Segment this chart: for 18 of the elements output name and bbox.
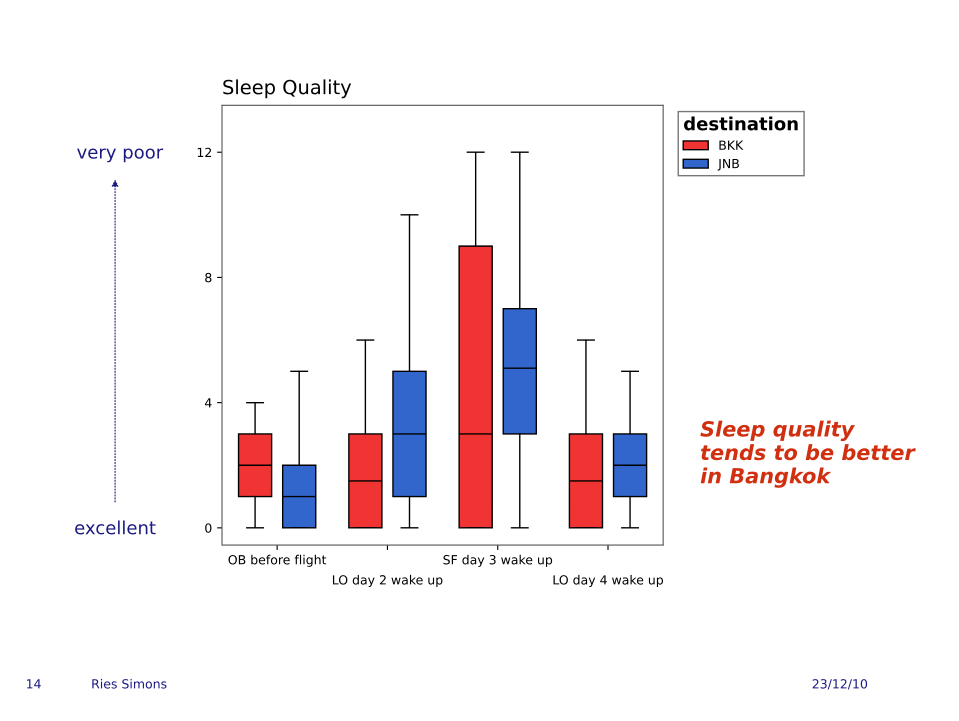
x-tick-label: LO day 2 wake up (332, 574, 442, 588)
x-tick-label: SF day 3 wake up (443, 554, 552, 567)
y-tick-label: 0 (205, 523, 212, 533)
y-tick-label: 12 (198, 148, 212, 157)
text: Ries Simons (92, 678, 166, 689)
text: Sleep quality tends to be better in Bangkok (700, 420, 916, 488)
legend-title: destination (684, 116, 798, 130)
y-tick-label: 8 (205, 272, 212, 282)
x-tick-label: OB before flight (228, 554, 326, 567)
text: 14 (26, 679, 41, 688)
text: 23/12/10 (812, 679, 868, 690)
text: excellent (75, 520, 156, 534)
chart-title: Sleep Quality (223, 79, 352, 98)
text: very poor (77, 148, 164, 162)
y-tick-label: 4 (204, 398, 212, 408)
x-tick-label: LO day 4 wake up (554, 574, 664, 588)
legend-label: JNB (718, 158, 739, 171)
legend-label: BKK (719, 140, 744, 150)
